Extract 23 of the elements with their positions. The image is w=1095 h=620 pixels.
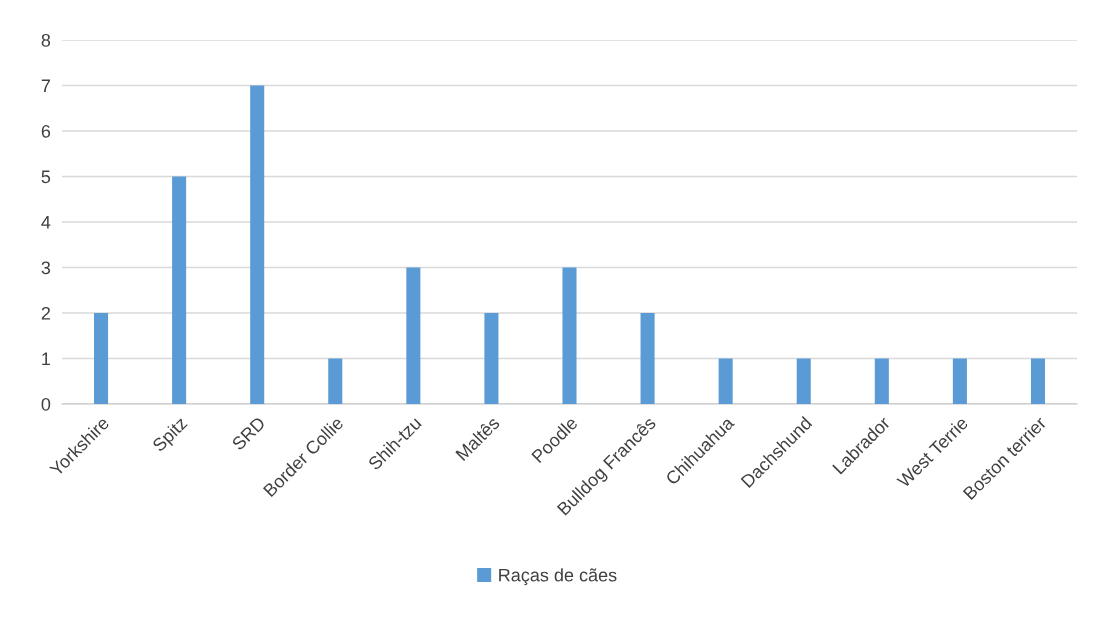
bar — [874, 358, 889, 404]
bar — [718, 358, 733, 404]
bar — [484, 313, 499, 404]
y-tick-label: 6 — [41, 124, 51, 138]
bar — [172, 176, 187, 404]
bar — [406, 267, 421, 404]
y-tick-label: 1 — [42, 352, 51, 366]
y-tick-label: 8 — [41, 33, 51, 47]
y-tick-label: 3 — [41, 261, 51, 275]
bar — [952, 358, 967, 404]
legend-label: Raças de cães — [499, 568, 617, 586]
bar — [94, 313, 109, 404]
y-tick-label: 7 — [41, 79, 50, 93]
bar — [328, 358, 343, 404]
bar — [640, 313, 655, 404]
y-tick-label: 4 — [41, 216, 51, 229]
bar — [796, 358, 811, 404]
bar — [562, 267, 577, 404]
y-tick-label: 2 — [41, 306, 50, 320]
y-tick-label: 0 — [41, 397, 51, 411]
y-tick-label: 5 — [41, 170, 51, 184]
bar — [1030, 358, 1045, 404]
bar — [250, 85, 265, 404]
